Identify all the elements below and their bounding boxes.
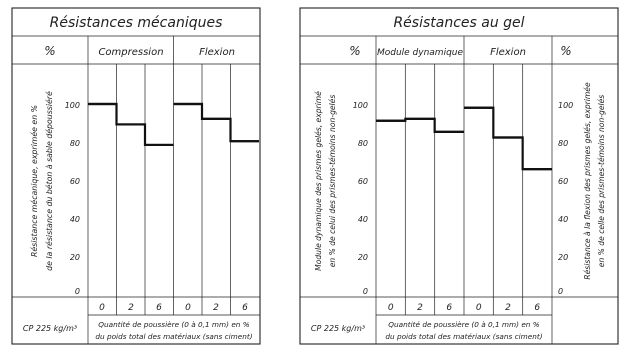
left-xtick: 6	[242, 303, 248, 313]
right-y-ticks-left: 100 80 60 40 20 0	[353, 101, 368, 296]
right-ytick-right-80: 80	[558, 139, 568, 148]
left-group-label-flexion: Flexion	[199, 47, 235, 58]
right-ytick-right-0: 0	[558, 287, 563, 296]
right-ylabel-right-line1: Résistance à la flexion des prismes gelé…	[583, 82, 592, 280]
left-y-ticks: 100 80 60 40 20 0	[65, 101, 80, 296]
left-xtick: 0	[185, 303, 191, 313]
right-ylabel-left-line2: en % de celui des prismes-témoins non-ge…	[328, 95, 337, 268]
right-percent-right: %	[560, 44, 571, 58]
right-xtick: 0	[388, 303, 394, 313]
right-percent-left: %	[349, 44, 360, 58]
left-ytick-0: 0	[75, 287, 80, 296]
right-panel-frame	[299, 7, 619, 345]
right-group-label-module: Module dynamique	[377, 48, 464, 58]
left-xtick: 2	[128, 303, 134, 313]
left-footer-cement: CP 225 kg/m³	[23, 324, 77, 333]
right-ylabel-right-line2: en % de celle des prismes-témoins non-ge…	[597, 95, 606, 267]
right-ytick-left-0: 0	[363, 287, 368, 296]
right-ytick-left-80: 80	[358, 139, 368, 148]
right-ytick-right-20: 20	[558, 253, 568, 262]
right-footer-cement: CP 225 kg/m³	[311, 324, 365, 333]
left-ytick-60: 60	[70, 177, 80, 186]
right-xtick: 2	[417, 303, 423, 313]
right-xtick: 6	[446, 303, 452, 313]
right-ytick-left-60: 60	[358, 177, 368, 186]
right-footer-line2: du poids total des matériaux (sans cimen…	[385, 332, 542, 341]
right-ytick-left-40: 40	[358, 215, 368, 224]
right-ytick-left-20: 20	[358, 253, 368, 262]
left-ylabel-line1: Résistance mécanique, exprimée en %	[30, 105, 39, 257]
left-series-1-line	[88, 102, 174, 147]
right-group-label-flexion: Flexion	[490, 47, 526, 58]
left-plot-area	[88, 102, 259, 147]
right-xtick: 2	[505, 303, 511, 313]
right-series-2-line	[463, 106, 552, 171]
left-panel: Résistances mécaniques % Compression Fle…	[11, 7, 261, 345]
right-ylabel-left-line1: Module dynamique des prismes gelés, expr…	[314, 91, 323, 271]
left-ytick-100: 100	[65, 101, 80, 110]
left-xtick: 6	[156, 303, 162, 313]
right-ytick-right-60: 60	[558, 177, 568, 186]
left-x-ticks: 0 2 6 0 2 6	[99, 303, 248, 313]
right-xtick: 0	[476, 303, 482, 313]
left-ytick-40: 40	[70, 215, 80, 224]
right-ytick-right-40: 40	[558, 215, 568, 224]
left-footer-line2: du poids total des matériaux (sans cimen…	[95, 332, 252, 341]
left-title: Résistances mécaniques	[50, 15, 223, 31]
left-ytick-80: 80	[70, 139, 80, 148]
right-panel: Résistances au gel % % Module dynamique …	[299, 7, 619, 345]
right-title: Résistances au gel	[393, 15, 524, 31]
left-ytick-20: 20	[70, 253, 80, 262]
right-footer-line1: Quantité de poussière (0 à 0,1 mm) en %	[388, 320, 539, 329]
right-ytick-right-100: 100	[558, 101, 573, 110]
right-xtick: 6	[534, 303, 540, 313]
right-x-ticks: 0 2 6 0 2 6	[388, 303, 541, 313]
right-plot-area	[376, 106, 552, 171]
right-y-ticks-right: 100 80 60 40 20 0	[558, 101, 573, 296]
left-xtick: 0	[99, 303, 105, 313]
left-group-label-compression: Compression	[98, 47, 163, 58]
right-series-1-line	[376, 117, 464, 133]
left-percent-label: %	[44, 44, 55, 58]
left-series-2-line	[173, 102, 259, 143]
left-xtick: 2	[213, 303, 219, 313]
right-ytick-left-100: 100	[353, 101, 368, 110]
left-ylabel-line2: de la résistance du béton à sable dépous…	[45, 91, 54, 271]
left-footer-line1: Quantité de poussière (0 à 0,1 mm) en %	[98, 320, 249, 329]
left-panel-frame	[11, 7, 261, 345]
